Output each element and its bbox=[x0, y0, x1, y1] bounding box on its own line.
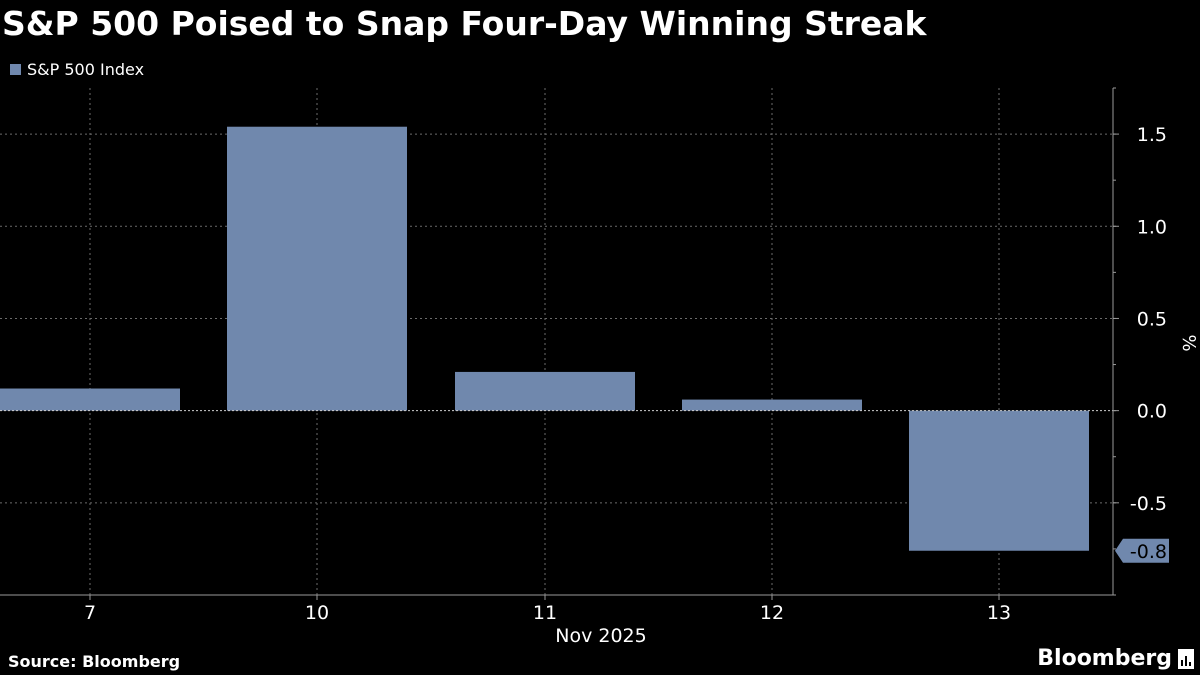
brand-name: Bloomberg bbox=[1037, 646, 1172, 671]
x-tick-label: 11 bbox=[533, 602, 557, 624]
legend: S&P 500 Index bbox=[10, 60, 144, 79]
last-value-label: -0.8 bbox=[1130, 541, 1167, 563]
x-tick-label: 10 bbox=[305, 602, 329, 624]
bar bbox=[909, 410, 1089, 551]
last-value-marker bbox=[1115, 538, 1169, 563]
source-label: Source: Bloomberg bbox=[8, 652, 181, 671]
y-tick-label: 1.0 bbox=[1137, 216, 1167, 238]
legend-label: S&P 500 Index bbox=[27, 60, 145, 79]
chart-title: S&P 500 Poised to Snap Four-Day Winning … bbox=[2, 4, 927, 43]
y-tick-label: -0.5 bbox=[1130, 493, 1167, 515]
legend-swatch bbox=[10, 64, 21, 75]
x-tick-label: 12 bbox=[760, 602, 784, 624]
bloomberg-terminal-icon bbox=[1178, 648, 1194, 669]
y-axis-label: % bbox=[1178, 334, 1199, 351]
bar bbox=[227, 126, 407, 411]
bar bbox=[455, 371, 635, 411]
bar bbox=[682, 399, 862, 411]
y-tick-label: 0.0 bbox=[1137, 401, 1167, 423]
brand-logo: Bloomberg bbox=[1037, 646, 1194, 671]
x-axis-label: Nov 2025 bbox=[555, 625, 646, 647]
x-tick-label: 7 bbox=[84, 602, 96, 624]
x-tick-label: 13 bbox=[987, 602, 1011, 624]
bar bbox=[0, 388, 180, 411]
y-tick-label: 0.5 bbox=[1137, 308, 1167, 330]
y-tick-label: 1.5 bbox=[1137, 124, 1167, 146]
